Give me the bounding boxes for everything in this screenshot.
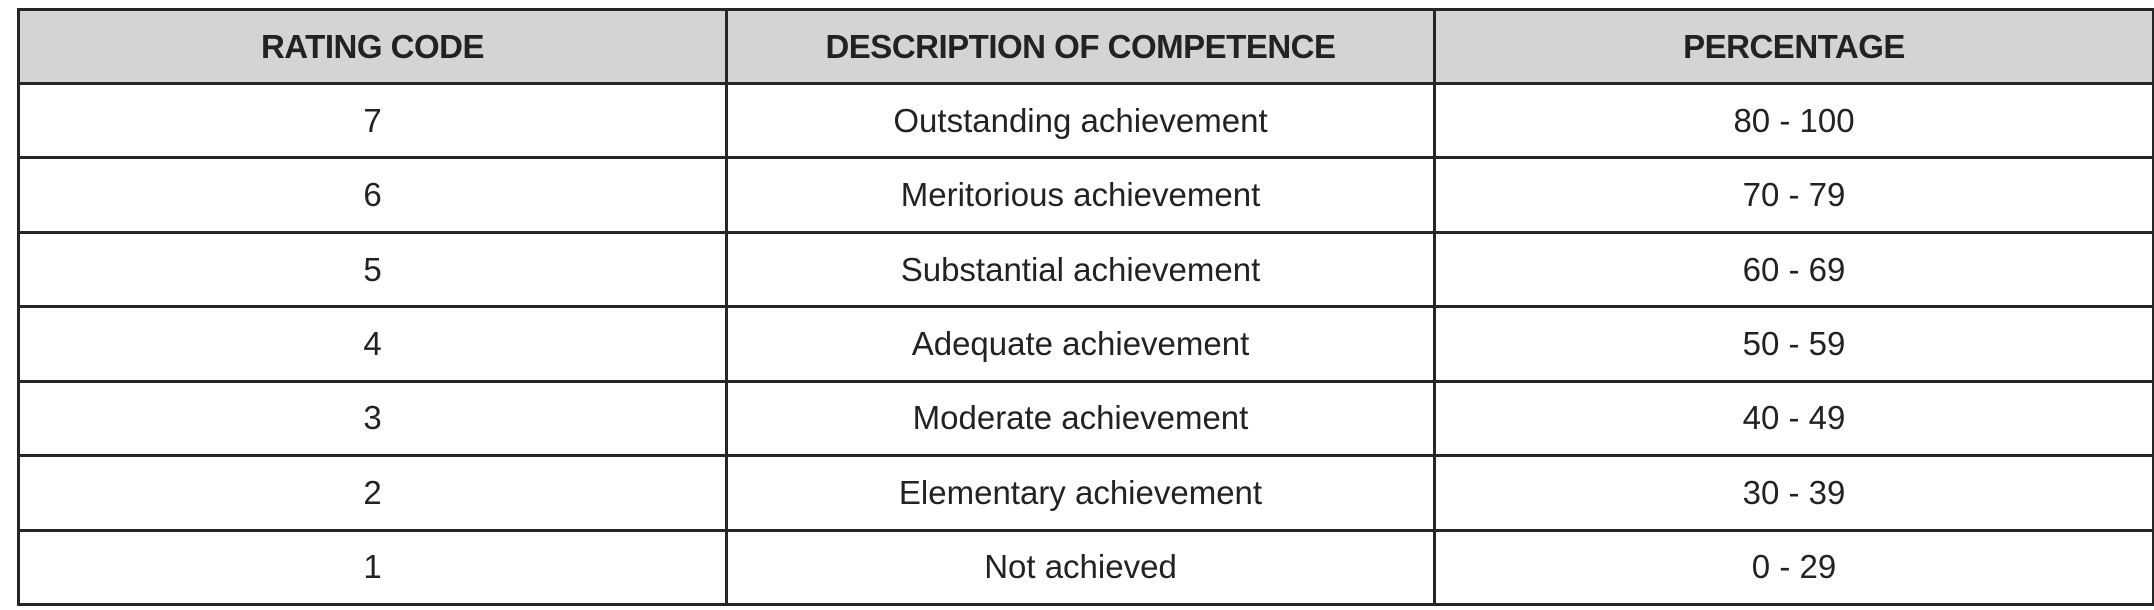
description-cell: Outstanding achievement [725,81,1436,160]
percentage-cell: 70 - 79 [1433,156,2154,234]
rating-code-cell: 1 [17,528,728,607]
rating-code-cell: 7 [17,81,728,160]
rating-code-cell: 6 [17,156,728,234]
percentage-cell: 80 - 100 [1433,81,2154,160]
percentage-cell: 60 - 69 [1433,230,2154,309]
description-cell: Substantial achievement [725,230,1436,309]
description-cell: Elementary achievement [725,454,1436,532]
description-cell: Adequate achievement [725,305,1436,383]
rating-code-cell: 5 [17,230,728,309]
description-cell: Not achieved [725,528,1436,607]
header-percentage: PERCENTAGE [1433,8,2154,85]
percentage-cell: 40 - 49 [1433,379,2154,458]
rating-code-cell: 2 [17,454,728,532]
table-row: 5 Substantial achievement 60 - 69 [17,230,2154,309]
rating-code-cell: 4 [17,305,728,383]
table-row: 6 Meritorious achievement 70 - 79 [17,156,2154,234]
header-description: DESCRIPTION OF COMPETENCE [725,8,1436,85]
description-cell: Meritorious achievement [725,156,1436,234]
percentage-cell: 0 - 29 [1433,528,2154,607]
table-row: 2 Elementary achievement 30 - 39 [17,454,2154,532]
percentage-cell: 50 - 59 [1433,305,2154,383]
header-row: RATING CODE DESCRIPTION OF COMPETENCE PE… [17,8,2154,85]
description-cell: Moderate achievement [725,379,1436,458]
percentage-cell: 30 - 39 [1433,454,2154,532]
table-row: 3 Moderate achievement 40 - 49 [17,379,2154,458]
rating-code-cell: 3 [17,379,728,458]
table-row: 7 Outstanding achievement 80 - 100 [17,81,2154,160]
table-row: 4 Adequate achievement 50 - 59 [17,305,2154,383]
rating-table: RATING CODE DESCRIPTION OF COMPETENCE PE… [17,8,2154,607]
header-rating-code: RATING CODE [17,8,728,85]
table-row: 1 Not achieved 0 - 29 [17,528,2154,607]
